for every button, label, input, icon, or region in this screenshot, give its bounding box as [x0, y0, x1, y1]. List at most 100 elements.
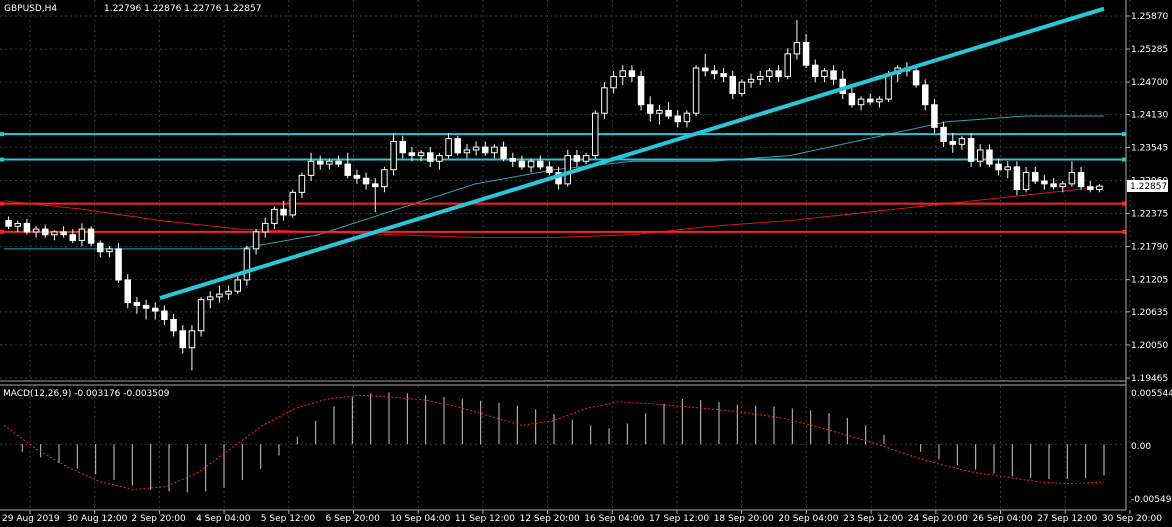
- candle[interactable]: [857, 96, 865, 111]
- candle[interactable]: [243, 246, 251, 286]
- candle[interactable]: [720, 67, 727, 83]
- candle[interactable]: [793, 19, 801, 60]
- candle[interactable]: [1004, 161, 1011, 179]
- line-handle-right[interactable]: [1122, 132, 1126, 137]
- candle[interactable]: [958, 135, 966, 150]
- candle[interactable]: [289, 189, 296, 218]
- candle[interactable]: [491, 144, 498, 159]
- candle[interactable]: [1068, 161, 1076, 187]
- candle[interactable]: [977, 144, 984, 167]
- candle[interactable]: [271, 206, 278, 230]
- candle[interactable]: [197, 296, 205, 337]
- candle[interactable]: [170, 313, 177, 337]
- candle[interactable]: [747, 73, 755, 88]
- candle[interactable]: [610, 70, 617, 94]
- candle[interactable]: [802, 34, 810, 68]
- candle[interactable]: [307, 152, 315, 182]
- candle[interactable]: [133, 296, 141, 314]
- candle[interactable]: [408, 147, 416, 162]
- candle[interactable]: [692, 65, 700, 117]
- candle[interactable]: [463, 144, 471, 159]
- candle[interactable]: [518, 155, 526, 170]
- candle[interactable]: [564, 149, 571, 187]
- candle[interactable]: [656, 104, 663, 125]
- trendline[interactable]: [159, 6, 1105, 300]
- line-handle-left[interactable]: [0, 132, 4, 137]
- trendline-group[interactable]: [159, 6, 1105, 300]
- candle[interactable]: [527, 158, 535, 173]
- candle[interactable]: [60, 226, 67, 238]
- candle[interactable]: [399, 135, 406, 159]
- candle[interactable]: [298, 172, 306, 198]
- candle[interactable]: [582, 152, 590, 165]
- candle[interactable]: [775, 65, 782, 83]
- candle[interactable]: [665, 101, 672, 119]
- candle[interactable]: [1096, 183, 1103, 193]
- candle[interactable]: [848, 87, 856, 108]
- candle[interactable]: [472, 141, 480, 156]
- candle[interactable]: [867, 93, 874, 105]
- candle[interactable]: [1077, 166, 1085, 190]
- candle[interactable]: [1087, 181, 1094, 193]
- candle[interactable]: [225, 285, 232, 300]
- candle[interactable]: [142, 299, 150, 320]
- candle[interactable]: [362, 172, 370, 190]
- candle[interactable]: [436, 152, 443, 170]
- candle[interactable]: [830, 65, 837, 85]
- candle[interactable]: [454, 135, 461, 156]
- candle[interactable]: [69, 229, 76, 244]
- candle[interactable]: [188, 325, 196, 371]
- candle[interactable]: [372, 178, 379, 213]
- candle[interactable]: [1050, 178, 1057, 190]
- horizontal-lines[interactable]: [0, 132, 1126, 234]
- candle[interactable]: [381, 166, 388, 193]
- candle[interactable]: [647, 96, 654, 122]
- candle[interactable]: [967, 132, 975, 167]
- line-handle-right[interactable]: [1122, 157, 1126, 162]
- candle[interactable]: [546, 161, 553, 176]
- candle[interactable]: [32, 226, 40, 238]
- candle[interactable]: [207, 291, 214, 309]
- candle[interactable]: [234, 274, 241, 295]
- candle[interactable]: [1022, 166, 1030, 193]
- line-handle-left[interactable]: [0, 201, 4, 206]
- candles[interactable]: [5, 19, 1103, 371]
- candle[interactable]: [711, 65, 718, 80]
- candle[interactable]: [106, 246, 113, 258]
- candle[interactable]: [390, 132, 397, 176]
- candle[interactable]: [97, 240, 104, 258]
- line-handle-left[interactable]: [0, 229, 4, 234]
- candle[interactable]: [738, 79, 746, 97]
- candle[interactable]: [152, 302, 159, 320]
- candle[interactable]: [23, 218, 31, 235]
- candle[interactable]: [353, 169, 361, 184]
- candle[interactable]: [674, 110, 681, 128]
- candle[interactable]: [922, 79, 929, 111]
- candle[interactable]: [619, 65, 626, 85]
- candle[interactable]: [445, 132, 452, 159]
- candle[interactable]: [509, 152, 516, 167]
- candle[interactable]: [1032, 166, 1039, 184]
- candle[interactable]: [628, 65, 636, 83]
- candle[interactable]: [5, 216, 12, 230]
- candle[interactable]: [417, 149, 425, 162]
- candle[interactable]: [317, 155, 324, 170]
- candle[interactable]: [344, 152, 351, 179]
- candle[interactable]: [592, 110, 599, 159]
- candle[interactable]: [573, 149, 581, 167]
- candle[interactable]: [995, 158, 1002, 176]
- candle[interactable]: [51, 230, 58, 241]
- candle[interactable]: [87, 226, 95, 247]
- candle[interactable]: [262, 217, 269, 238]
- candle[interactable]: [986, 144, 993, 167]
- candle[interactable]: [500, 141, 507, 162]
- line-handle-left[interactable]: [0, 157, 4, 162]
- candle[interactable]: [179, 325, 186, 354]
- candle[interactable]: [757, 70, 764, 85]
- candle[interactable]: [1013, 161, 1021, 196]
- candle[interactable]: [821, 67, 828, 83]
- candle[interactable]: [482, 141, 489, 156]
- candle[interactable]: [78, 223, 86, 247]
- candle[interactable]: [1041, 175, 1048, 190]
